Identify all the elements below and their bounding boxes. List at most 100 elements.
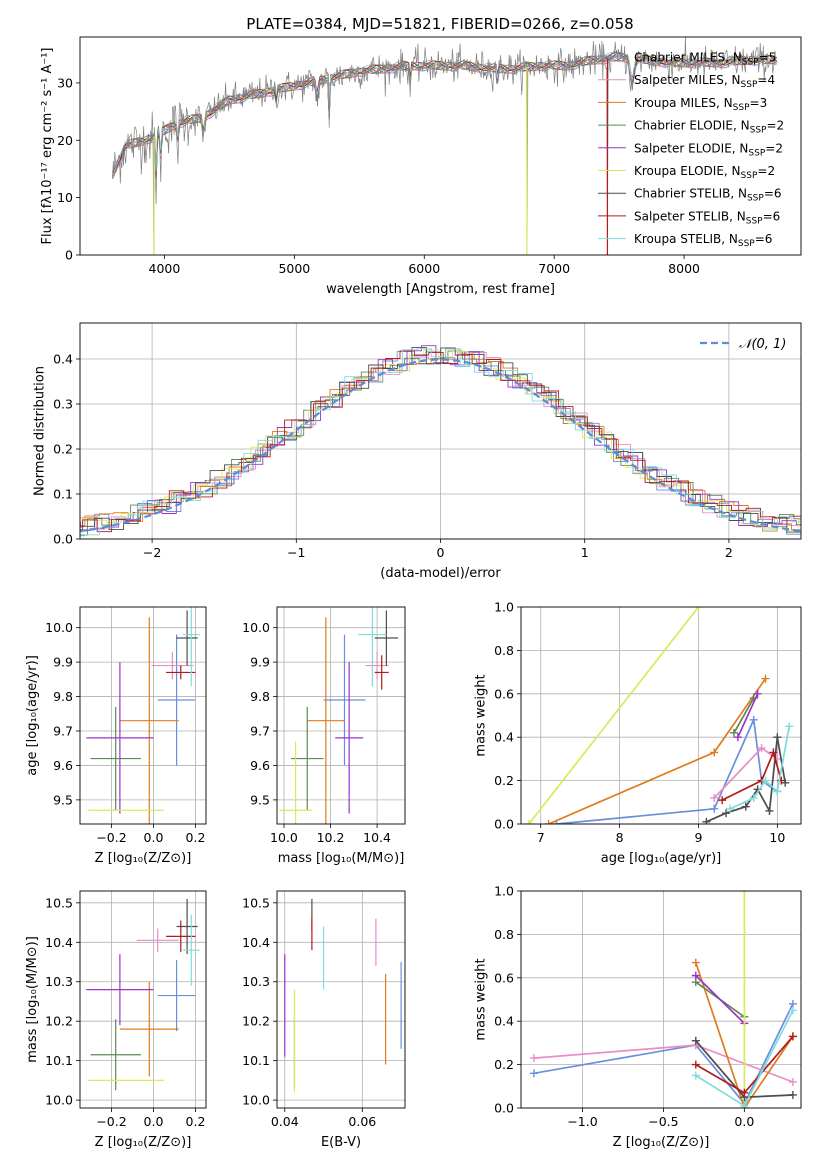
spectrum-ytick-label: 10 [57,190,73,205]
hist-ks [80,348,801,537]
age-vs-mass-xlabel: mass [log₁₀(M/M⊙)] [278,851,405,866]
weight-vs-age-xtick-label: 8 [616,830,624,845]
legend-entry-ss: Salpeter STELIB, NSSP=6 [634,209,780,226]
weight-vs-age-marker-cs [722,809,731,818]
mass-vs-z-ytick-label: 10.0 [45,1093,73,1108]
weight-vs-age-xtick-label: 9 [694,830,702,845]
weight-vs-age-series-cs [702,733,790,824]
residuals-axes: −2 −1 0 1 2 0.0 0.1 0.2 0.3 0.4 (data-model)/error… [33,323,801,581]
age-vs-z-point-ks [182,607,200,687]
weight-vs-age-marker-ss [769,748,778,757]
mass-vs-ebv-frame [276,890,406,1109]
weight-vs-age-ytick-label: 0.2 [494,773,514,788]
age-vs-mass-point-ss [374,655,389,690]
weight-vs-z-ylabel: mass weight [474,958,489,1040]
weight-vs-age-marker-sm [710,793,719,802]
mass-vs-ebv-ytick-label: 10.0 [242,1093,270,1108]
weight-vs-age-ytick-label: 0.8 [494,643,514,658]
residuals-xtick-label: 0 [437,545,445,560]
legend-entry-cs: Chabrier STELIB, NSSP=6 [634,187,782,204]
age-vs-mass-ytick-label: 10.0 [242,620,270,635]
mass-vs-z-plot-area [86,898,200,1091]
age-vs-mass-point-ks [358,607,387,687]
weight-vs-age-marker-se [733,733,742,742]
age-vs-z-ylabel: age [log₁₀(age/yr)] [25,655,40,776]
weight-vs-age-marker-ks [749,793,758,802]
spectrum-ytick-label: 30 [57,75,73,90]
spectrum-xlabel: wavelength [Angstrom, rest frame] [326,282,555,297]
mass-vs-ebv-axes: 0.04 0.06 10.0 10.1 10.2 10.3 10.4 10.5 E(B-V) [242,891,405,1150]
age-vs-mass-xtick-label: 10.0 [270,830,298,845]
weight-vs-z-marker-ss [691,1060,700,1069]
weight-vs-age-series-km [544,674,770,824]
weight-vs-age-marker-km [710,748,719,757]
residuals-xtick-label: 1 [581,545,589,560]
mass-vs-z-point-cs [176,898,198,955]
residuals-ytick-label: 0.3 [53,397,73,412]
mass-vs-z-ylabel: mass [log₁₀(M/M⊙)] [25,936,40,1063]
age-vs-mass-axes: 10.0 10.2 10.4 9.5 9.6 9.7 9.8 9.9 10.0 mass [log… [242,607,405,866]
age-vs-z-ytick-label: 9.6 [53,758,73,773]
spectrum-legend: Chabrier MILES, NSSP=5 Salpeter MILES, NS… [598,51,784,249]
spectrum-xtick-label: 6000 [408,261,440,276]
weight-vs-z-marker-sm [788,1077,797,1086]
age-vs-z-frame [79,606,207,825]
age-vs-mass-xtick-label: 10.4 [363,830,391,845]
weight-vs-z-marker-ks [788,1006,797,1015]
mass-vs-z-point-sm [136,928,179,953]
mass-vs-z-point-km [119,981,179,1077]
figure-title: PLATE=0384, MJD=51821, FIBERID=0266, z=0… [246,15,633,33]
weight-vs-age-marker-ce [729,728,738,737]
weight-vs-age-marker-ks [785,722,794,731]
weight-vs-age-marker-km [544,820,553,824]
age-vs-z-point-se [86,662,154,814]
weight-vs-z-series-cs [691,1036,797,1102]
hist-ss [80,350,801,533]
weight-vs-z-series-ke [740,891,749,1108]
weight-vs-age-xlabel: age [log₁₀(age/yr)] [601,851,722,866]
residuals-ytick-label: 0.1 [53,487,73,502]
spectrum-xtick-label: 5000 [278,261,310,276]
age-vs-z-xtick-label: −0.2 [96,830,126,845]
weight-vs-age-xtick-label: 10 [769,830,785,845]
weight-vs-z-axes: −1.0 −0.5 0.0 0.0 0.2 0.4 0.6 0.8 1.0 Z [log₁₀(Z/… [474,884,801,1150]
weight-vs-z-ytick-label: 0.0 [494,1101,514,1116]
spectrum-xtick-label: 8000 [668,261,700,276]
mass-vs-z-point-ks [182,914,200,986]
mass-vs-z-ytick-label: 10.3 [45,974,73,989]
weight-vs-z-ytick-label: 0.2 [494,1057,514,1072]
age-vs-mass-point-sm [365,651,389,680]
weight-vs-age-plot-area [524,607,794,824]
weight-vs-age-marker-km [761,674,770,683]
weight-vs-z-ytick-label: 1.0 [494,884,514,899]
weight-vs-age-marker-ks [761,776,770,785]
mass-vs-z-point-se [86,954,154,1026]
weight-vs-z-marker-ss [788,1032,797,1041]
residuals-ylabel: Normed distribution [33,366,48,496]
residuals-plot-area [80,345,801,537]
legend-entry-sm: Salpeter MILES, NSSP=4 [634,73,775,90]
spectrum-model-cs [112,52,777,178]
age-vs-z-xtick-label: 0.0 [144,830,164,845]
weight-vs-age-ytick-label: 0.4 [494,730,514,745]
weight-vs-z-marker-ke [740,891,749,895]
mass-vs-ebv-ytick-label: 10.2 [242,1014,270,1029]
weight-vs-age-ylabel: mass weight [474,674,489,756]
age-vs-z-axes: −0.2 0.0 0.2 9.5 9.6 9.7 9.8 9.9 10.0 Z [log₁₀(Z/… [25,607,206,866]
age-vs-z-point-cs [176,610,198,666]
age-vs-z-plot-area [86,607,200,824]
age-vs-mass-ytick-label: 9.7 [250,724,270,739]
mass-vs-z-ytick-label: 10.5 [45,895,73,910]
weight-vs-age-marker-se [753,689,762,698]
weight-vs-age-ytick-label: 0.0 [494,817,514,832]
mass-vs-ebv-ytick-label: 10.3 [242,974,270,989]
mass-vs-ebv-ytick-label: 10.5 [242,895,270,910]
weight-vs-z-series-ks [691,1006,797,1108]
age-vs-mass-plot-area [279,607,399,824]
weight-vs-age-series-se [733,689,762,742]
mass-vs-ebv-xtick-label: 0.06 [348,1114,376,1129]
mass-vs-z-ytick-label: 10.1 [45,1053,73,1068]
weight-vs-z-marker-cs [788,1090,797,1099]
hist-se [80,345,801,531]
legend-entry-se: Salpeter ELODIE, NSSP=2 [634,141,783,158]
